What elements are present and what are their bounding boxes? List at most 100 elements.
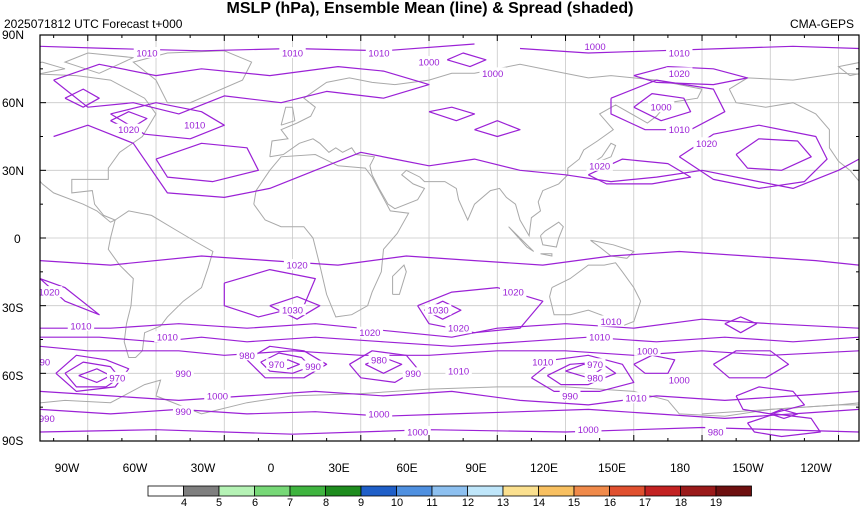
isobar-label-bg [115,123,142,135]
lat-label: 60S [2,369,24,383]
colorbar-swatch [289,485,326,497]
isobar-label-bg [584,371,606,383]
colorbar-swatch [396,485,433,497]
isobar-label: 1000 [578,425,599,436]
coastline [540,221,564,248]
isobar-label: 1020 [39,288,60,299]
isobar-label: 980 [708,427,724,438]
isobar-label-bg [106,371,128,383]
colorbar-label: 4 [180,497,188,509]
lon-label: 60E [396,461,418,475]
isobar-line [40,390,859,406]
isobar-label-bg [597,315,625,327]
isobar-line [446,52,487,68]
coastline [40,73,157,223]
coastline [728,72,859,182]
lat-label: 0 [14,232,21,246]
lon-label: 30W [190,461,216,475]
isobar-line [40,345,859,356]
isobar-label-bg [584,358,606,370]
colorbar-label: 5 [215,497,223,509]
isobar-label-bg [133,47,161,59]
isobar-label: 1000 [207,391,228,402]
isobar-label-bg [266,358,287,370]
lat-label: 30N [2,164,25,178]
graticule [40,35,859,441]
isobar-label-bg [559,389,581,401]
colorbar [147,485,752,497]
isobar-label-bg [647,101,675,113]
isobar-line [546,361,617,386]
isobar-label: 990 [12,400,28,411]
colorbar-label: 19 [709,497,723,509]
colorbar-label: 14 [532,497,546,509]
colorbar-label: 8 [322,497,330,509]
isobar-label-bg [705,425,727,437]
isobar-label-bg [356,326,384,338]
isobar-line [110,102,225,140]
isobar-label: 1000 [585,42,606,53]
lon-label: 120W [800,461,832,475]
isobar-label: 990 [34,358,50,369]
isobar-label: 1000 [407,427,428,438]
coastline [392,264,407,295]
lon-label: 30E [328,461,350,475]
isobar-label-bg [634,344,661,356]
coastline [508,226,535,252]
coastline [63,52,136,74]
contour-labels: 1010 1010 1010 1000 1000 1010 1010 1020 1000 1010… [0,40,727,438]
isobar-label: 970 [109,373,125,384]
isobar-label: 1010 [625,394,646,405]
isobar-label-bg [445,322,472,334]
isobar-label-bg [365,407,393,419]
lat-label: 60N [2,96,25,110]
isobar-line [474,120,521,138]
isobar-label: 1000 [482,69,503,80]
isobar-label: 1030 [282,306,303,317]
colorbar-swatch [644,485,681,497]
isobar-line [735,386,805,415]
forecast-time-label: 2025071812 UTC Forecast t+000 [4,17,183,31]
isobar-label: 970 [587,360,603,371]
axis-ticks [40,34,859,442]
isobar-line [588,158,692,185]
colorbar-label: 11 [426,497,438,509]
isobar-label-bg [40,356,53,368]
colorbar-swatch [573,485,610,497]
isobar-label-bg [172,367,194,379]
isobar-label-bg [500,286,527,298]
lon-label: 120E [529,461,559,475]
isobar-label: 1020 [503,288,524,299]
coastline [549,262,642,327]
isobar-label-bg [575,423,602,435]
isobar-label: 1020 [589,161,610,172]
isobar-label: 1010 [669,49,690,60]
isobar-label: 1000 [637,346,658,357]
coastline [280,106,296,126]
isobar-label: 1000 [669,376,690,387]
isobar-label-bg [368,353,390,365]
colorbar-label: 13 [496,497,510,509]
isobar-label-bg [279,304,306,316]
colorbar-swatch [609,485,646,497]
isobar-label: 1010 [669,125,690,136]
colorbar-swatch [431,485,468,497]
colorbar-label: 12 [461,497,475,509]
coastline [107,210,214,358]
isobar-label: 1000 [368,409,389,420]
isobar-label-bg [424,304,452,316]
isobar-label: 1030 [428,306,449,317]
isobar-label: 1020 [287,261,308,272]
isobar-label-bg [0,385,15,396]
coastline [837,62,859,77]
isobar-label-bg [365,47,393,59]
isobar-label-bg [40,412,58,424]
coastline [40,379,859,417]
isobar-label: 1020 [359,328,380,339]
isobar-label-bg [666,47,693,59]
isobar-line [633,66,749,86]
lat-label: 30S [2,301,24,315]
colorbar-swatch [715,485,752,497]
lon-label: 90W [54,461,80,475]
